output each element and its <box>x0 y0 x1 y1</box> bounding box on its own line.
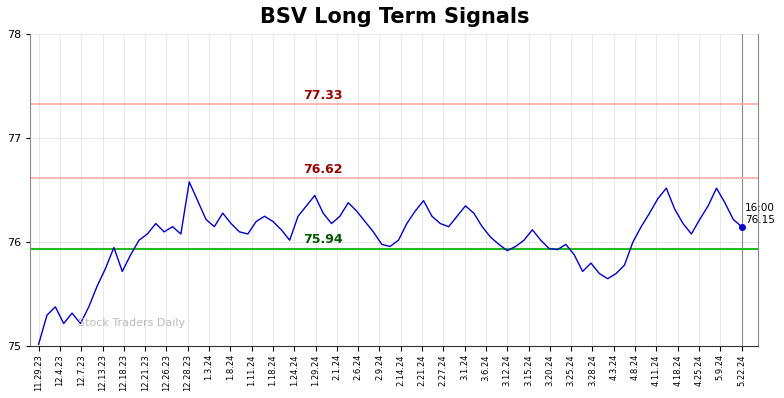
Text: 77.33: 77.33 <box>303 89 343 101</box>
Text: 16:00
76.15: 16:00 76.15 <box>745 203 775 225</box>
Text: 76.62: 76.62 <box>303 162 343 176</box>
Text: Stock Traders Daily: Stock Traders Daily <box>78 318 185 328</box>
Text: 75.94: 75.94 <box>303 233 343 246</box>
Title: BSV Long Term Signals: BSV Long Term Signals <box>260 7 529 27</box>
